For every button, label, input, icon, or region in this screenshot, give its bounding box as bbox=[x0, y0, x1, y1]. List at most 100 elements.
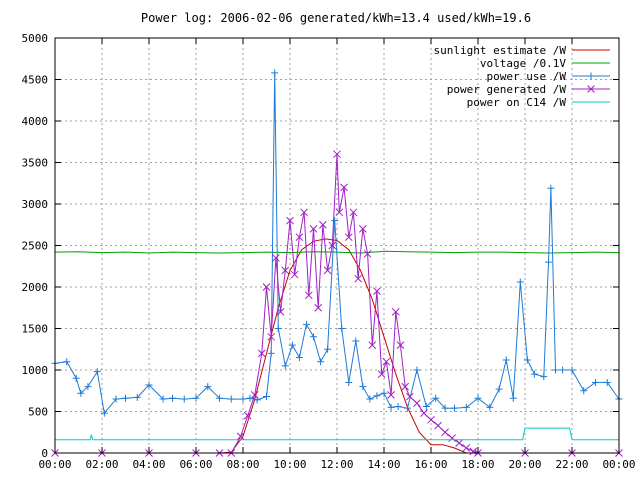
data-point bbox=[441, 428, 449, 437]
data-point bbox=[363, 249, 372, 258]
data-point bbox=[340, 183, 348, 192]
data-point bbox=[288, 341, 296, 349]
data-point bbox=[239, 395, 247, 403]
data-point bbox=[516, 278, 524, 286]
data-point bbox=[373, 392, 381, 400]
data-point bbox=[405, 392, 414, 401]
x-tick-label: 00:00 bbox=[38, 458, 71, 471]
data-point bbox=[427, 415, 435, 424]
data-point bbox=[592, 378, 599, 386]
axes: 00:00 02:00 04:00 06:00 08:00 10:00 12:00 14:00… bbox=[22, 32, 636, 471]
data-point bbox=[290, 270, 299, 279]
data-point bbox=[281, 266, 290, 275]
legend-marker bbox=[587, 72, 595, 80]
chart-title: Power log: 2006-02-06 generated/kWh=13.4… bbox=[141, 11, 531, 25]
data-point bbox=[204, 383, 212, 391]
data-point bbox=[274, 325, 282, 332]
data-point bbox=[333, 150, 341, 159]
data-point bbox=[580, 387, 588, 395]
legend-entry: power use /W bbox=[487, 70, 610, 83]
data-point bbox=[413, 399, 421, 408]
data-point bbox=[530, 370, 538, 378]
data-point bbox=[272, 254, 280, 262]
data-point bbox=[263, 393, 270, 401]
data-point bbox=[603, 378, 611, 386]
legend-label: sunlight estimate /W bbox=[434, 44, 567, 57]
data-point bbox=[317, 358, 325, 366]
data-point bbox=[394, 403, 402, 411]
data-point bbox=[547, 184, 555, 192]
data-point bbox=[192, 394, 200, 402]
y-tick-label: 0 bbox=[41, 447, 48, 460]
x-tick-label: 16:00 bbox=[414, 458, 447, 471]
data-point bbox=[368, 341, 377, 349]
legend-label: power on C14 /W bbox=[467, 96, 567, 109]
data-point bbox=[300, 208, 308, 217]
y-tick-label: 5000 bbox=[22, 32, 49, 45]
y-tick-label: 3000 bbox=[22, 198, 49, 211]
y-tick-label: 500 bbox=[28, 406, 48, 419]
data-point bbox=[474, 394, 482, 402]
data-point bbox=[509, 394, 517, 402]
data-point bbox=[344, 233, 353, 242]
data-point bbox=[387, 403, 395, 411]
data-point bbox=[323, 266, 332, 275]
legend-label: power generated /W bbox=[447, 83, 567, 96]
legend-label: voltage /0.1V bbox=[480, 57, 566, 70]
data-point bbox=[324, 345, 332, 353]
x-tick-label: 04:00 bbox=[132, 458, 165, 471]
data-point bbox=[145, 381, 153, 389]
x-tick-label: 14:00 bbox=[367, 458, 400, 471]
data-point bbox=[486, 403, 494, 411]
data-point bbox=[434, 421, 442, 430]
data-point bbox=[469, 447, 478, 456]
data-point bbox=[373, 287, 381, 296]
data-point bbox=[495, 385, 503, 393]
data-point bbox=[276, 308, 285, 316]
data-point bbox=[349, 208, 358, 217]
data-point bbox=[63, 358, 71, 366]
data-point bbox=[358, 225, 367, 233]
y-tick-label: 2500 bbox=[22, 240, 49, 253]
data-point bbox=[314, 303, 323, 312]
data-point bbox=[286, 216, 294, 225]
data-point bbox=[112, 395, 120, 403]
data-point bbox=[422, 403, 430, 411]
series-line bbox=[55, 238, 619, 454]
data-point bbox=[502, 356, 510, 364]
data-point bbox=[309, 225, 318, 233]
data-point bbox=[331, 217, 339, 225]
data-point bbox=[93, 368, 101, 376]
series-sunlight-estimate-w bbox=[55, 238, 619, 454]
data-point bbox=[246, 394, 254, 402]
data-point bbox=[304, 291, 313, 300]
data-point bbox=[84, 383, 92, 391]
data-point bbox=[243, 411, 252, 420]
x-tick-label: 10:00 bbox=[273, 458, 306, 471]
data-point bbox=[462, 403, 470, 411]
series-power-on-c14-w bbox=[55, 427, 619, 441]
data-point bbox=[310, 333, 317, 341]
x-tick-label: 18:00 bbox=[461, 458, 494, 471]
data-point bbox=[295, 233, 304, 242]
data-point bbox=[271, 69, 279, 77]
data-point bbox=[523, 356, 531, 364]
data-point bbox=[267, 349, 275, 357]
data-point bbox=[216, 394, 223, 402]
x-tick-label: 12:00 bbox=[320, 458, 353, 471]
data-point bbox=[552, 366, 560, 374]
data-point bbox=[396, 341, 405, 349]
legend-entry: voltage /0.1V bbox=[480, 57, 610, 70]
data-point bbox=[380, 389, 388, 397]
y-tick-label: 4500 bbox=[22, 74, 49, 87]
legend-marker bbox=[587, 85, 595, 93]
data-point bbox=[262, 283, 271, 291]
legend-entry: power on C14 /W bbox=[467, 96, 610, 109]
data-point bbox=[295, 354, 303, 362]
y-tick-label: 3500 bbox=[22, 157, 49, 170]
data-point bbox=[159, 395, 167, 403]
data-point bbox=[180, 395, 188, 403]
data-point bbox=[540, 373, 548, 381]
data-point bbox=[420, 409, 428, 418]
